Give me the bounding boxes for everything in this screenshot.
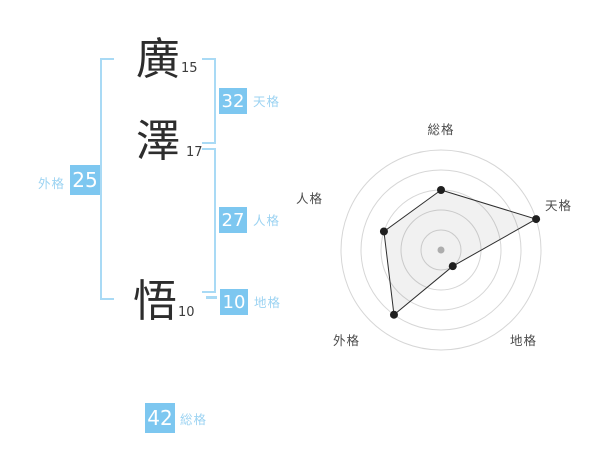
jinkaku-bracket [202, 148, 216, 293]
radar-axis-label: 地格 [510, 333, 537, 348]
radar-data-polygon [383, 189, 538, 316]
radar-grid-ring [360, 169, 522, 331]
radar-data-point [379, 227, 388, 236]
radar-grid-ring [340, 149, 542, 351]
tenkaku-label: 天格 [253, 94, 281, 109]
stroke-count-1: 15 [181, 61, 198, 76]
stroke-count-2: 17 [186, 145, 203, 160]
radar-axis-label: 人格 [296, 191, 323, 206]
radar-data-point [448, 262, 457, 271]
gaikaku-value-box: 25 [70, 165, 100, 195]
jinkaku-value-box: 27 [219, 207, 247, 233]
radar-axis-label: 外格 [333, 333, 360, 348]
tenkaku-bracket [202, 58, 216, 144]
radar-data-point [532, 215, 541, 224]
radar-center-dot [437, 246, 445, 254]
gaikaku-label: 外格 [37, 176, 65, 191]
stroke-count-3: 10 [178, 305, 195, 320]
kanji-character-3: 悟 [133, 276, 177, 327]
radar-data-point [437, 186, 445, 194]
soukaku-value-box: 42 [145, 403, 175, 433]
kanji-character-2: 澤 [136, 116, 180, 167]
chikaku-tick [206, 296, 217, 299]
jinkaku-label: 人格 [253, 213, 281, 228]
radar-axis-label: 天格 [545, 198, 572, 213]
tenkaku-value-box: 32 [219, 88, 247, 114]
radar-axis-label: 総格 [427, 122, 454, 137]
radar-grid-ring [420, 229, 462, 271]
chikaku-label: 地格 [254, 295, 282, 310]
gaikaku-bracket [100, 58, 114, 300]
radar-data-point [389, 310, 398, 319]
chikaku-value-box: 10 [220, 289, 248, 315]
soukaku-label: 総格 [180, 412, 208, 427]
kanji-character-1: 廣 [136, 34, 180, 85]
